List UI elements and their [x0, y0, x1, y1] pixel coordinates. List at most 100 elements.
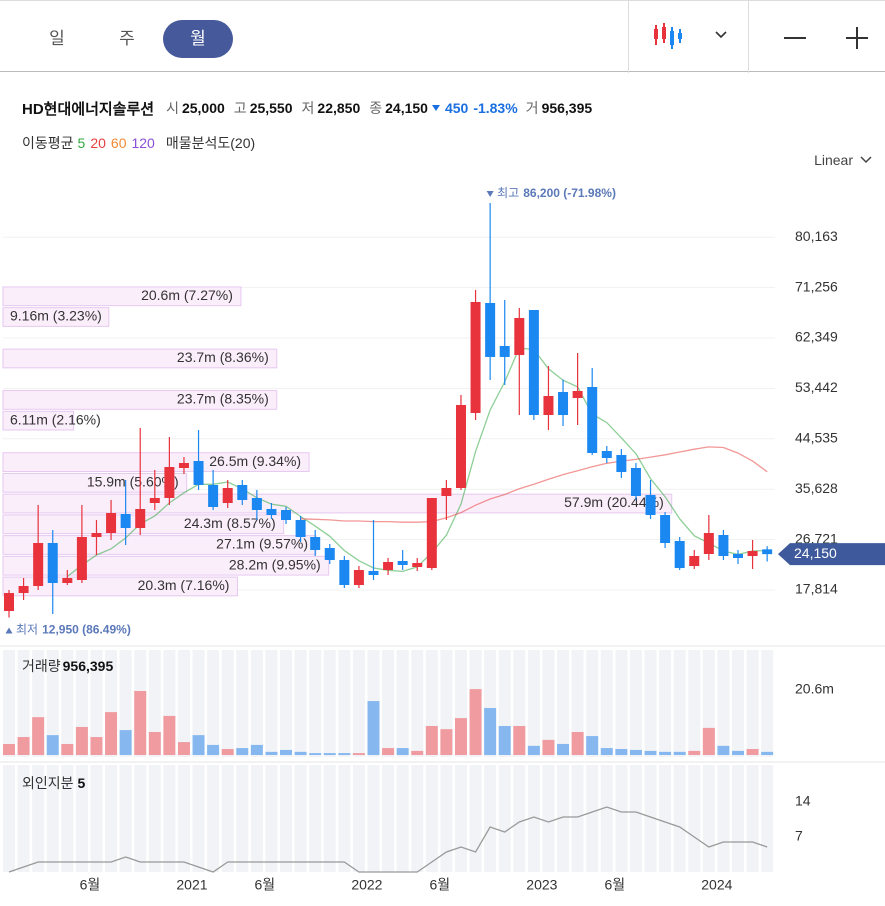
separator	[628, 1, 629, 73]
column-stripe	[411, 650, 424, 757]
chart-type-dropdown[interactable]	[714, 29, 728, 41]
volume-bar	[192, 735, 205, 755]
y-tick-label: 80,163	[795, 228, 838, 244]
column-stripe	[644, 650, 657, 757]
high-note-label: 최고	[497, 186, 519, 200]
legend-entry: 60	[110, 135, 127, 151]
volume-profile-bar	[2, 576, 238, 597]
volume-bar	[3, 743, 15, 755]
volume-profile-bar	[2, 410, 75, 431]
volume-bar	[75, 726, 88, 755]
column-stripe	[746, 650, 759, 757]
field-value: 22,850	[317, 100, 361, 116]
volume-bar	[615, 749, 628, 755]
column-stripe	[323, 765, 336, 872]
zoom-in-button[interactable]	[844, 25, 870, 51]
candle-body	[47, 542, 58, 583]
tab-month[interactable]: 월	[163, 20, 233, 58]
column-stripe	[732, 650, 744, 757]
column-stripe	[309, 650, 322, 757]
x-tick-label: 2024	[701, 877, 732, 893]
candle-body	[514, 317, 525, 355]
volume-bar	[586, 736, 599, 755]
column-stripe	[571, 765, 584, 872]
volume-profile-label: 28.2m (9.95%)	[229, 556, 321, 572]
low-marker	[5, 627, 13, 634]
column-stripe	[338, 650, 351, 757]
candle-body	[33, 542, 44, 586]
column-stripe	[615, 765, 628, 872]
candle-body	[397, 560, 408, 565]
tab-week[interactable]: 주	[119, 29, 135, 48]
volume-bar	[352, 753, 365, 755]
zoom-out-button[interactable]	[782, 25, 808, 51]
column-stripe	[615, 650, 628, 757]
column-stripe	[732, 765, 744, 872]
column-stripe	[280, 765, 293, 872]
volume-bar	[280, 749, 293, 755]
icon	[654, 29, 658, 39]
column-stripe	[469, 765, 482, 872]
column-stripe	[600, 765, 613, 872]
volume-bar	[688, 750, 701, 755]
column-stripe	[163, 765, 176, 872]
candle-body	[441, 487, 452, 496]
candle-body	[310, 536, 321, 550]
column-stripe	[527, 650, 540, 757]
field-value: 25,000	[181, 100, 225, 116]
candle-body	[601, 450, 612, 458]
scale-dropdown[interactable]: Linear	[814, 152, 873, 168]
field-label: 시	[166, 100, 179, 116]
volume-profile-bar	[2, 390, 278, 410]
y-tick-label: 62,349	[795, 329, 838, 345]
column-stripe	[629, 765, 642, 872]
column-stripe	[294, 650, 307, 757]
candle-body	[120, 514, 131, 528]
candle-body	[587, 386, 598, 453]
volume-bar	[702, 727, 715, 755]
column-stripe	[3, 650, 15, 757]
column-stripe	[192, 650, 205, 757]
column-stripe	[571, 650, 584, 757]
volume-bar	[673, 751, 686, 755]
column-stripe	[32, 765, 45, 872]
candle-body	[324, 547, 335, 560]
low-note: 최저 12,950 (86.49%)	[16, 623, 131, 637]
chart-type-button[interactable]	[652, 21, 688, 51]
volume-bar	[294, 751, 307, 755]
moving-average-line	[300, 446, 768, 523]
column-stripe	[498, 765, 511, 872]
field-value: 25,550	[249, 100, 293, 116]
field-label: 종	[369, 100, 383, 116]
icon	[670, 31, 674, 45]
column-stripe	[761, 650, 774, 757]
candle-body	[368, 570, 379, 575]
y-tick-label: 7	[795, 828, 803, 844]
volume-bar	[338, 753, 351, 755]
candle-body	[426, 497, 437, 568]
column-stripe	[221, 765, 234, 872]
legend-entry: 매물분석도(20)	[165, 135, 256, 151]
candle-body	[62, 577, 73, 583]
candle-body	[193, 460, 204, 485]
column-stripe	[454, 765, 467, 872]
icon	[662, 27, 666, 39]
candle-body	[689, 555, 700, 567]
volume-profile-label: 23.7m (8.36%)	[177, 349, 269, 365]
x-tick-label: 2022	[351, 877, 382, 893]
x-tick-label: 6월	[80, 877, 101, 893]
x-tick-label: 2023	[526, 877, 557, 893]
tab-day[interactable]: 일	[49, 29, 65, 48]
column-stripe	[557, 650, 570, 757]
column-stripe	[105, 765, 118, 872]
volume-profile-bar	[2, 286, 242, 307]
candle-body	[747, 550, 758, 556]
volume-bar	[134, 690, 147, 755]
volume-bar	[557, 743, 570, 755]
panel-title: 거래량 956,395	[22, 658, 113, 674]
candle-body	[91, 532, 102, 537]
candle-body	[485, 302, 496, 357]
candle-body	[237, 484, 248, 500]
